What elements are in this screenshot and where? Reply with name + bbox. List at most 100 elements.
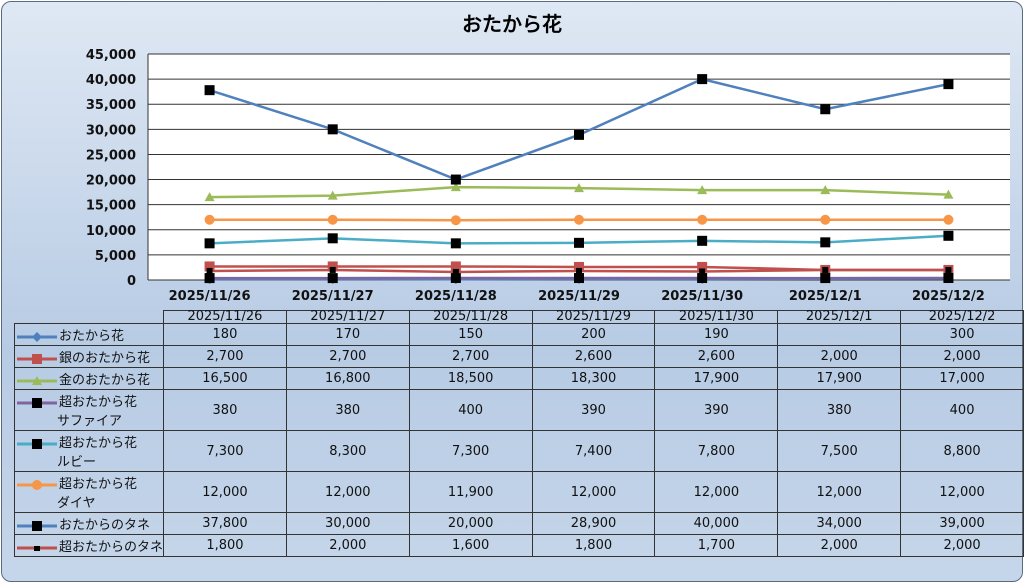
data-point: [450, 272, 461, 283]
table-cell: 180: [163, 323, 287, 346]
data-point: [576, 267, 582, 274]
legend-swatch-icon: [17, 438, 57, 449]
data-point: [327, 273, 338, 284]
data-point: [943, 230, 954, 241]
data-point: [697, 185, 708, 195]
table-cell: 12,000: [285, 471, 410, 513]
table-cell: 39,000: [900, 512, 1024, 535]
data-point: [574, 237, 584, 248]
series-name: 超おたからのタネ: [59, 540, 164, 555]
table-cell: 380: [777, 389, 902, 431]
table-cell: 2,000: [285, 534, 410, 557]
table-cell: 12,000: [163, 471, 287, 513]
data-point: [204, 85, 215, 96]
header-date: 2025/12/2: [900, 310, 1024, 324]
series-legend-label: 超おたから花 サファイア: [13, 389, 165, 431]
data-point: [697, 261, 708, 272]
table-cell: 7,800: [654, 430, 779, 472]
data-point: [452, 268, 459, 275]
x-tick-label: 2025/12/1: [789, 289, 862, 304]
table-cell: 18,500: [408, 367, 533, 390]
series-legend-label: 超おたからのタネ: [13, 534, 165, 557]
data-point: [820, 104, 831, 115]
table-cell: 2,000: [900, 345, 1024, 368]
table-cell: 390: [654, 389, 779, 431]
data-point: [450, 182, 461, 192]
table-cell: 400: [408, 389, 533, 431]
series-legend-label: 銀のおたから花: [13, 345, 165, 368]
table-cell: 17,900: [654, 367, 779, 390]
table-cell: 2,700: [408, 345, 533, 368]
line-chart: 0 5,000 10,000 15,000 20,000 25,000 30,000 35,0…: [86, 48, 1010, 304]
table-cell: 16,500: [163, 367, 287, 390]
series-legend-label: 金のおたから花: [13, 367, 165, 390]
table-row: おたからのタネ 37,800 30,000 20,000 28,900 40,000 34,…: [13, 512, 1024, 535]
chart-title: おたから花: [462, 12, 562, 36]
data-point: [574, 183, 584, 193]
data-point: [822, 266, 829, 273]
series-name: 超おたから花: [59, 477, 138, 492]
table-cell: 7,300: [163, 430, 287, 472]
data-point: [943, 214, 954, 225]
table-cell: 12,000: [654, 471, 779, 513]
data-point: [450, 238, 461, 249]
series-name: 金のおたから花: [59, 373, 151, 388]
table-row: 超おたから花 ダイヤ 12,000 12,000 11,900 12,000 12,000 1…: [13, 471, 1024, 513]
data-point: [204, 214, 215, 225]
table-cell: 7,500: [777, 430, 902, 472]
table-cell: 28,900: [531, 512, 656, 535]
data-point: [327, 233, 338, 244]
table-cell: 37,800: [163, 512, 287, 535]
table-row: 銀のおたから花 2,700 2,700 2,700 2,600 2,600 2,000 2,0…: [13, 345, 1024, 368]
data-point: [943, 79, 954, 90]
table-cell: 30,000: [285, 512, 410, 535]
table-cell: 2,000: [777, 534, 902, 557]
legend-swatch-icon: [17, 520, 57, 531]
data-point: [945, 266, 952, 273]
table-row: 金のおたから花 16,500 16,800 18,500 18,300 17,900 17,…: [13, 367, 1024, 390]
y-tick-label: 0: [127, 274, 136, 289]
data-point: [450, 215, 461, 226]
table-cell: 16,800: [285, 367, 410, 390]
table-header-row: 2025/11/26 2025/11/27 2025/11/28 2025/11/29…: [15, 310, 1024, 324]
table-cell: [777, 323, 902, 346]
x-tick-label: 2025/11/26: [169, 289, 251, 304]
data-point: [206, 267, 213, 274]
table-cell: 2,700: [285, 345, 410, 368]
data-point: [697, 214, 708, 225]
table-row: 超おたから花 ルビー 7,300 8,300 7,300 7,400 7,800 7,500 8…: [13, 430, 1024, 472]
table-cell: 150: [408, 323, 533, 346]
table-cell: 2,600: [654, 345, 779, 368]
series-name: 銀のおたから花: [59, 351, 151, 366]
table-cell: 8,300: [285, 430, 410, 472]
data-point: [204, 238, 215, 249]
x-tick-label: 2025/11/27: [292, 289, 374, 304]
table-cell: 12,000: [531, 471, 656, 513]
legend-swatch-icon: [17, 353, 57, 364]
data-point: [450, 261, 461, 272]
header-date: 2025/11/28: [408, 310, 533, 324]
table-cell: 170: [285, 323, 410, 346]
series-name-line2: サファイア: [57, 414, 123, 429]
table-cell: 12,000: [900, 471, 1024, 513]
table-cell: 2,000: [777, 345, 902, 368]
data-point: [943, 189, 954, 199]
legend-swatch-icon: [17, 375, 57, 385]
data-point: [820, 237, 831, 248]
x-tick-label: 2025/12/2: [912, 289, 985, 304]
header-date: 2025/11/30: [654, 310, 779, 324]
table-cell: 2,000: [900, 534, 1024, 557]
data-point: [574, 273, 584, 284]
legend-swatch-icon: [17, 331, 57, 342]
legend-swatch-icon: [17, 397, 57, 408]
data-point: [329, 266, 336, 273]
series-name-line2: ダイヤ: [57, 496, 96, 511]
data-point: [574, 261, 584, 272]
series-legend-label: 超おたから花 ダイヤ: [13, 471, 165, 513]
table-cell: 20,000: [408, 512, 533, 535]
series-name: おたからのタネ: [59, 518, 151, 533]
series-name: 超おたから花: [59, 395, 138, 410]
table-cell: 8,800: [900, 430, 1024, 472]
table-cell: 40,000: [654, 512, 779, 535]
data-point: [820, 214, 831, 225]
